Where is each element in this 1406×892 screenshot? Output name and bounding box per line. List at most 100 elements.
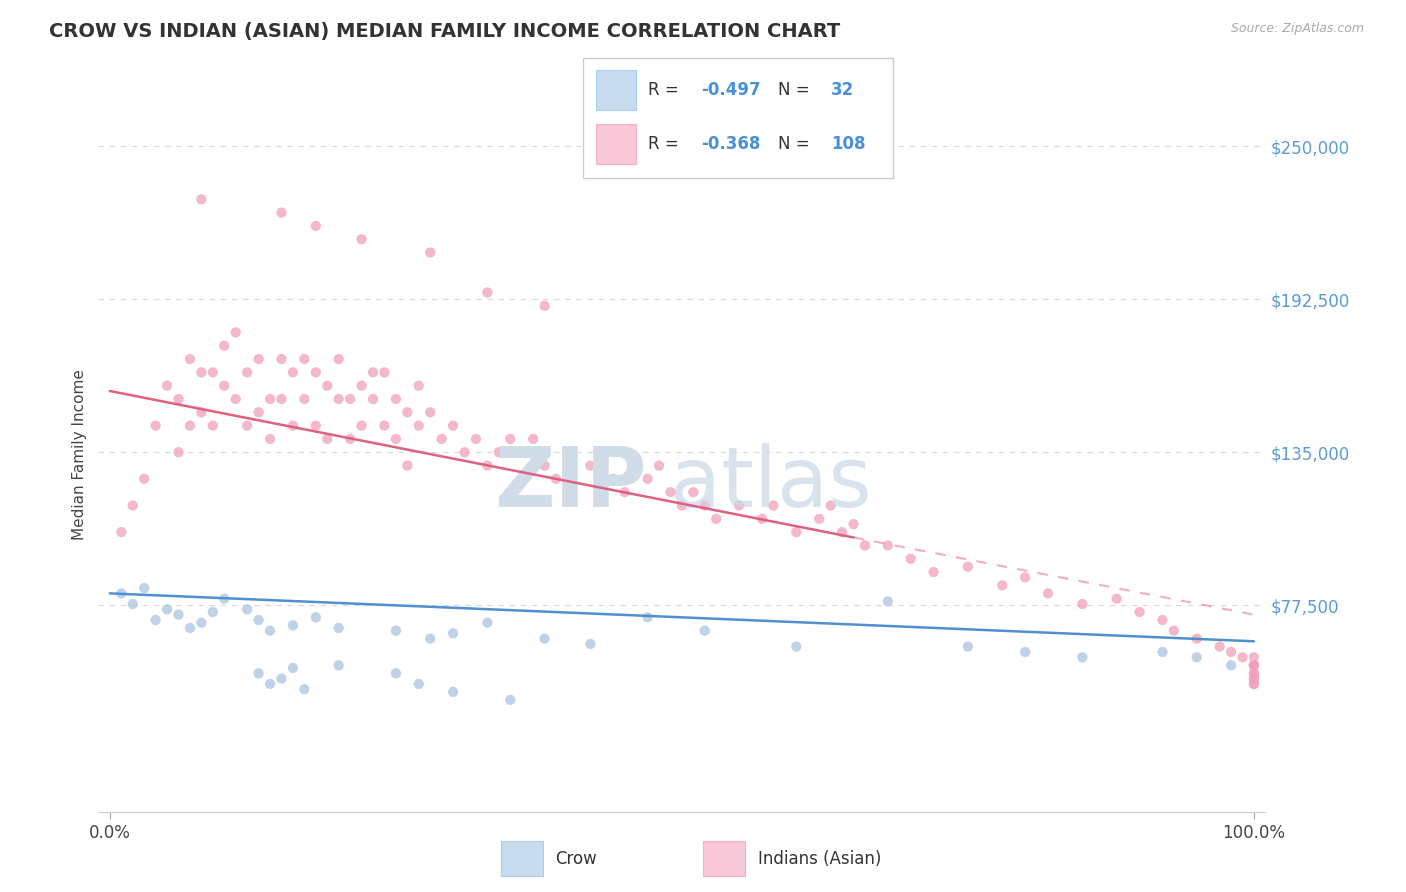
Point (1243, 658, 1265, 673)
Point (533, 632, 555, 646)
Point (179, 418, 201, 433)
Point (419, 405, 441, 419)
Point (820, 499, 842, 513)
Text: Source: ZipAtlas.com: Source: ZipAtlas.com (1230, 22, 1364, 36)
Point (259, 624, 281, 638)
Point (693, 624, 716, 638)
Point (201, 365, 224, 379)
Point (385, 666, 408, 681)
Point (876, 538, 898, 552)
Point (704, 512, 727, 526)
Point (1036, 586, 1059, 600)
Point (408, 677, 430, 691)
Point (305, 365, 328, 379)
Text: ZIP: ZIP (495, 443, 647, 524)
Point (419, 245, 441, 260)
Point (1243, 666, 1265, 681)
Point (179, 621, 201, 635)
Point (328, 392, 350, 406)
Point (1243, 658, 1265, 673)
Point (441, 418, 464, 433)
Point (591, 445, 613, 459)
Point (316, 432, 339, 446)
Y-axis label: Median Family Income: Median Family Income (72, 369, 87, 541)
Point (167, 445, 190, 459)
Point (1243, 672, 1265, 686)
Point (339, 432, 361, 446)
FancyBboxPatch shape (501, 841, 543, 876)
Point (499, 432, 522, 446)
Point (1163, 624, 1185, 638)
Point (1208, 640, 1230, 654)
Point (785, 640, 807, 654)
Point (659, 485, 682, 500)
FancyBboxPatch shape (596, 124, 636, 164)
Point (236, 602, 259, 616)
Text: CROW VS INDIAN (ASIAN) MEDIAN FAMILY INCOME CORRELATION CHART: CROW VS INDIAN (ASIAN) MEDIAN FAMILY INC… (49, 22, 841, 41)
Text: -0.497: -0.497 (702, 81, 761, 99)
Point (201, 605, 224, 619)
Point (361, 392, 384, 406)
FancyBboxPatch shape (583, 58, 893, 178)
Point (785, 525, 807, 540)
Point (179, 352, 201, 367)
Point (385, 432, 408, 446)
Point (441, 685, 464, 699)
Point (156, 602, 179, 616)
Text: R =: R = (648, 135, 685, 153)
Point (385, 624, 408, 638)
Point (145, 418, 167, 433)
Point (305, 418, 328, 433)
Point (1014, 645, 1036, 659)
Point (876, 594, 898, 608)
Point (270, 352, 292, 367)
Point (270, 672, 292, 686)
Point (488, 445, 510, 459)
Point (522, 432, 544, 446)
Point (465, 432, 488, 446)
Point (214, 378, 236, 392)
Text: N =: N = (779, 81, 815, 99)
Point (328, 352, 350, 367)
Point (637, 610, 659, 624)
Point (156, 378, 179, 392)
Point (247, 613, 270, 627)
Point (808, 512, 831, 526)
Point (751, 512, 773, 526)
Point (396, 405, 419, 419)
Point (1105, 591, 1128, 606)
Point (373, 365, 395, 379)
Point (510, 445, 533, 459)
Point (225, 326, 247, 340)
Point (281, 365, 304, 379)
Point (1232, 650, 1254, 665)
Point (648, 458, 671, 473)
Point (190, 192, 212, 206)
Point (281, 661, 304, 675)
Point (247, 666, 270, 681)
Text: R =: R = (648, 81, 685, 99)
Text: Indians (Asian): Indians (Asian) (758, 849, 882, 868)
Point (671, 499, 693, 513)
Point (190, 365, 212, 379)
Point (328, 658, 350, 673)
Point (557, 445, 579, 459)
Point (544, 472, 567, 486)
Point (430, 432, 453, 446)
Text: N =: N = (779, 135, 815, 153)
Point (1243, 672, 1265, 686)
Point (499, 693, 522, 707)
Point (453, 445, 475, 459)
FancyBboxPatch shape (596, 70, 636, 110)
Point (350, 378, 373, 392)
Point (693, 499, 716, 513)
Point (533, 458, 555, 473)
Point (1220, 658, 1243, 673)
FancyBboxPatch shape (703, 841, 745, 876)
Text: 32: 32 (831, 81, 855, 99)
Point (167, 607, 190, 622)
Point (385, 392, 408, 406)
Text: atlas: atlas (671, 443, 872, 524)
Point (292, 352, 315, 367)
Point (225, 392, 247, 406)
